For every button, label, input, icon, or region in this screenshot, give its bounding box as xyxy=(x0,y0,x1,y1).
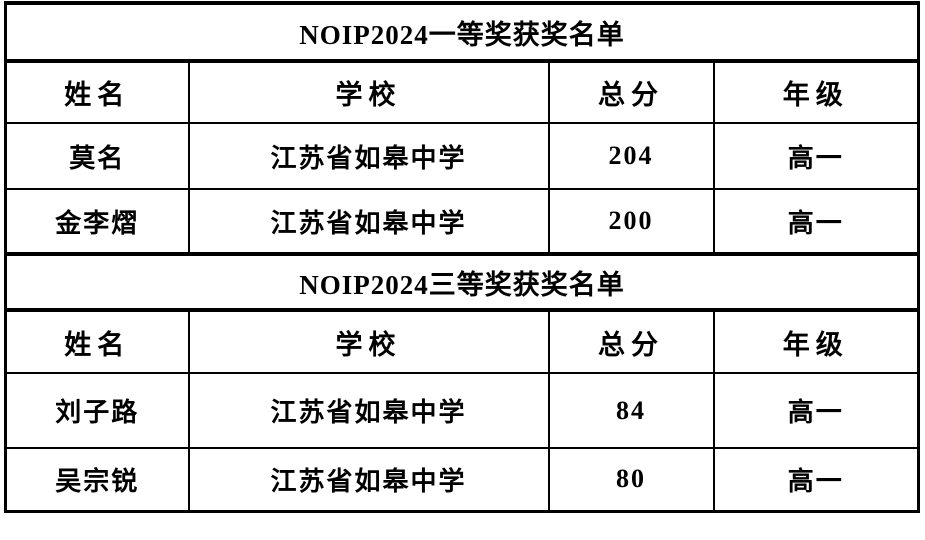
table-row: 吴宗锐 江苏省如皋中学 80 高一 xyxy=(4,447,920,512)
section2-header-grade: 年级 xyxy=(712,309,920,374)
cell-name: 莫名 xyxy=(4,122,190,190)
cell-score: 80 xyxy=(547,447,715,512)
section2-header-school: 学校 xyxy=(187,309,550,374)
cell-name: 金李熠 xyxy=(4,188,190,255)
award-table: NOIP2024一等奖获奖名单 姓名 学校 总分 年级 莫名 江苏省如皋中学 2… xyxy=(4,1,920,513)
cell-grade: 高一 xyxy=(712,122,920,190)
table-row: 刘子路 江苏省如皋中学 84 高一 xyxy=(4,372,920,449)
cell-school: 江苏省如皋中学 xyxy=(187,188,550,255)
section1-header-grade: 年级 xyxy=(712,60,920,124)
section2-header-name: 姓名 xyxy=(4,309,190,374)
section2-title-row: NOIP2024三等奖获奖名单 xyxy=(4,252,920,312)
cell-school: 江苏省如皋中学 xyxy=(187,122,550,190)
cell-score: 200 xyxy=(547,188,715,255)
section1-header-row: 姓名 学校 总分 年级 xyxy=(4,60,920,124)
cell-grade: 高一 xyxy=(712,188,920,255)
section1-header-name: 姓名 xyxy=(4,60,190,124)
cell-score: 204 xyxy=(547,122,715,190)
section1-title-row: NOIP2024一等奖获奖名单 xyxy=(4,1,920,63)
cell-grade: 高一 xyxy=(712,447,920,512)
section2-header-row: 姓名 学校 总分 年级 xyxy=(4,309,920,374)
table-row: 金李熠 江苏省如皋中学 200 高一 xyxy=(4,188,920,255)
section1-title: NOIP2024一等奖获奖名单 xyxy=(4,1,920,63)
section1-header-score: 总分 xyxy=(547,60,715,124)
section2-title: NOIP2024三等奖获奖名单 xyxy=(4,252,920,312)
section1-header-school: 学校 xyxy=(187,60,550,124)
section2-header-score: 总分 xyxy=(547,309,715,374)
table-row: 莫名 江苏省如皋中学 204 高一 xyxy=(4,122,920,190)
cell-name: 刘子路 xyxy=(4,372,190,449)
cell-name: 吴宗锐 xyxy=(4,447,190,512)
cell-school: 江苏省如皋中学 xyxy=(187,372,550,449)
cell-grade: 高一 xyxy=(712,372,920,449)
cell-school: 江苏省如皋中学 xyxy=(187,447,550,512)
cell-score: 84 xyxy=(547,372,715,449)
